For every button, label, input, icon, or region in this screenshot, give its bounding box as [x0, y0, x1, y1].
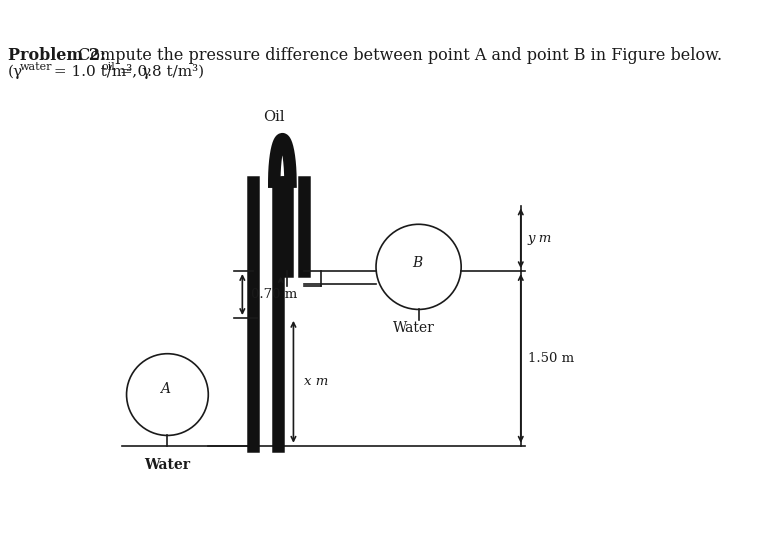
- Text: oil: oil: [102, 62, 116, 72]
- Text: Oil: Oil: [263, 110, 285, 124]
- Text: Problem 2:: Problem 2:: [9, 47, 107, 64]
- Text: y m: y m: [527, 232, 552, 245]
- Text: B: B: [412, 256, 422, 270]
- Text: 1.50 m: 1.50 m: [527, 352, 573, 365]
- Text: water: water: [20, 62, 53, 72]
- Text: 0.70 m: 0.70 m: [251, 288, 297, 301]
- Text: Water: Water: [145, 457, 191, 472]
- Text: (γ: (γ: [9, 64, 23, 79]
- Text: Water: Water: [394, 321, 435, 335]
- Text: = 0.8 t/m³): = 0.8 t/m³): [115, 64, 205, 79]
- Text: x m: x m: [303, 375, 328, 388]
- Text: Compute the pressure difference between point A and point B in Figure below.: Compute the pressure difference between …: [73, 47, 722, 64]
- Text: A: A: [159, 382, 170, 396]
- Text: = 1.0 t/m³, γ: = 1.0 t/m³, γ: [49, 64, 151, 79]
